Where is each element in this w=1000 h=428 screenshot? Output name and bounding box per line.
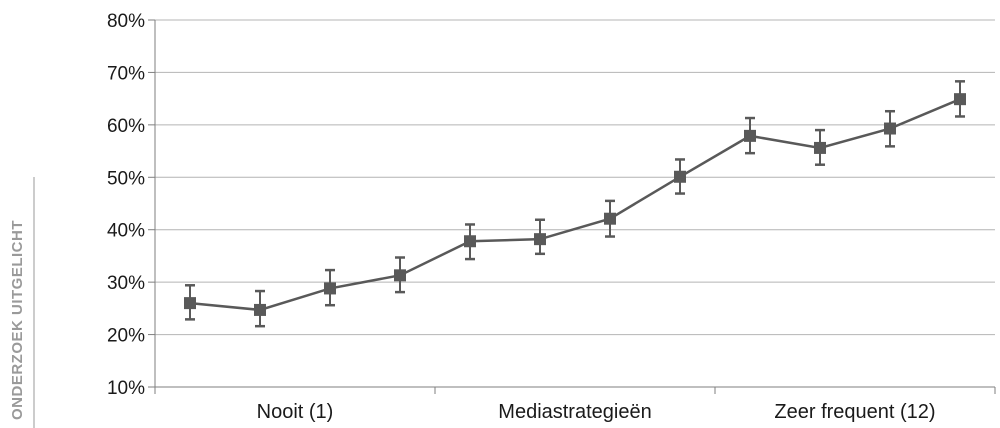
data-point (324, 282, 336, 295)
data-point (814, 141, 826, 154)
y-tick-label: 70% (107, 63, 145, 84)
y-tick-label: 10% (107, 378, 145, 399)
y-tick-label: 30% (107, 273, 145, 294)
y-tick-label: 40% (107, 221, 145, 242)
data-point (954, 93, 966, 106)
data-point (744, 129, 756, 142)
x-category-label: Zeer frequent (12) (774, 401, 935, 423)
y-tick-label: 20% (107, 326, 145, 347)
x-axis: Nooit (1) Mediastrategieën Zeer frequent (… (154, 386, 996, 423)
data-point (394, 269, 406, 282)
side-label: ONDERZOEK UITGELICHT (9, 220, 26, 420)
data-point (604, 212, 616, 225)
y-tick-label: 60% (107, 116, 145, 137)
data-point (254, 303, 266, 316)
data-point (884, 122, 896, 135)
grid (155, 19, 995, 336)
y-axis: 10% 20% 30% 40% 50% 60% 70% 80% (107, 11, 156, 399)
data-point (184, 297, 196, 310)
series (189, 98, 961, 312)
data-point (464, 235, 476, 248)
data-point (674, 170, 686, 183)
data-point (534, 233, 546, 246)
y-tick-label: 80% (107, 11, 145, 32)
x-category-label: Mediastrategieën (498, 401, 651, 423)
series-line (189, 98, 961, 312)
y-tick-label: 50% (107, 168, 145, 189)
error-bars (185, 80, 965, 328)
markers (184, 93, 966, 316)
x-category-label: Nooit (1) (257, 401, 334, 423)
